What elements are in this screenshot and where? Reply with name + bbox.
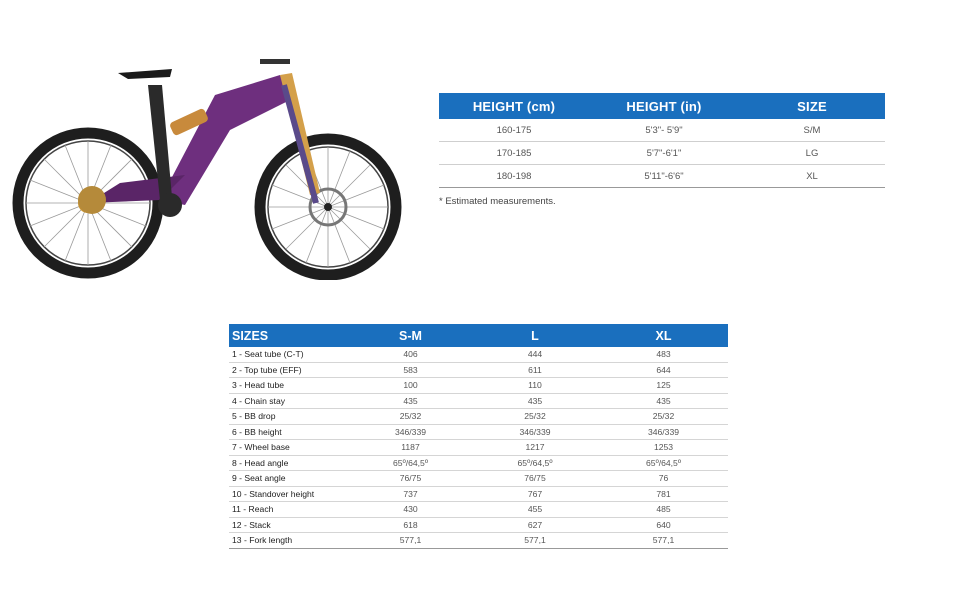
geometry-label-cell: 1 - Seat tube (C-T) [229, 347, 350, 363]
xl-value-cell: 435 [599, 393, 728, 409]
table-row: 160-175 5'3"- 5'9" S/M [439, 119, 885, 142]
chainring [158, 193, 182, 217]
estimated-measurements-note: * Estimated measurements. [439, 196, 556, 207]
geometry-label-cell: 13 - Fork length [229, 532, 350, 549]
geometry-label-cell: 2 - Top tube (EFF) [229, 362, 350, 378]
mountain-bike-illustration [12, 59, 402, 280]
l-value-cell: 76/75 [471, 470, 599, 487]
header-sizes: SIZES [229, 324, 350, 347]
size-cell: XL [739, 164, 885, 188]
s-m-value-cell: 737 [350, 486, 471, 502]
table-row: 2 - Top tube (EFF) 583 611 644 [229, 362, 728, 378]
geometry-label-cell: 10 - Standover height [229, 486, 350, 502]
xl-value-cell: 25/32 [599, 408, 728, 425]
xl-value-cell: 577,1 [599, 532, 728, 549]
xl-value-cell: 644 [599, 362, 728, 378]
s-m-value-cell: 430 [350, 501, 471, 518]
xl-value-cell: 781 [599, 486, 728, 502]
s-m-value-cell: 65º/64,5º [350, 455, 471, 471]
table-row: 12 - Stack 618 627 640 [229, 517, 728, 533]
l-value-cell: 455 [471, 501, 599, 518]
geometry-label-cell: 6 - BB height [229, 424, 350, 440]
table-row: 3 - Head tube 100 110 125 [229, 377, 728, 394]
table-row: 7 - Wheel base 1187 1217 1253 [229, 439, 728, 456]
saddle [118, 69, 172, 79]
s-m-value-cell: 583 [350, 362, 471, 378]
xl-value-cell: 346/339 [599, 424, 728, 440]
s-m-value-cell: 618 [350, 517, 471, 533]
table-row: 6 - BB height 346/339 346/339 346/339 [229, 424, 728, 440]
s-m-value-cell: 1187 [350, 439, 471, 456]
l-value-cell: 25/32 [471, 408, 599, 425]
s-m-value-cell: 25/32 [350, 408, 471, 425]
xl-value-cell: 640 [599, 517, 728, 533]
height-in-cell: 5'7"-6'1" [589, 141, 739, 165]
height-in-cell: 5'3"- 5'9" [589, 119, 739, 142]
l-value-cell: 110 [471, 377, 599, 394]
s-m-value-cell: 406 [350, 347, 471, 363]
height-in-cell: 5'11"-6'6" [589, 164, 739, 188]
l-value-cell: 346/339 [471, 424, 599, 440]
header-xl: XL [599, 324, 728, 347]
xl-value-cell: 65º/64,5º [599, 455, 728, 471]
height-cm-cell: 180-198 [439, 164, 589, 188]
l-value-cell: 65º/64,5º [471, 455, 599, 471]
xl-value-cell: 76 [599, 470, 728, 487]
height-cm-cell: 160-175 [439, 119, 589, 142]
xl-value-cell: 483 [599, 347, 728, 363]
table-row: 170-185 5'7"-6'1" LG [439, 141, 885, 165]
height-cm-cell: 170-185 [439, 141, 589, 165]
xl-value-cell: 1253 [599, 439, 728, 456]
size-cell: LG [739, 141, 885, 165]
l-value-cell: 577,1 [471, 532, 599, 549]
xl-value-cell: 485 [599, 501, 728, 518]
rider-size-guide-table: HEIGHT (cm) HEIGHT (in) SIZE 160-175 5'3… [439, 93, 885, 188]
geometry-table: SIZES S-M L XL 1 - Seat tube (C-T) 406 444… [229, 324, 728, 549]
s-m-value-cell: 76/75 [350, 470, 471, 487]
front-wheel [254, 133, 402, 280]
l-value-cell: 1217 [471, 439, 599, 456]
s-m-value-cell: 346/339 [350, 424, 471, 440]
s-m-value-cell: 577,1 [350, 532, 471, 549]
l-value-cell: 767 [471, 486, 599, 502]
cassette [78, 186, 106, 214]
l-value-cell: 611 [471, 362, 599, 378]
table-row: 8 - Head angle 65º/64,5º 65º/64,5º 65º/64,5… [229, 455, 728, 471]
geometry-label-cell: 11 - Reach [229, 501, 350, 518]
geometry-label-cell: 3 - Head tube [229, 377, 350, 394]
table-row: 5 - BB drop 25/32 25/32 25/32 [229, 408, 728, 425]
table-row: 4 - Chain stay 435 435 435 [229, 393, 728, 409]
geometry-label-cell: 9 - Seat angle [229, 470, 350, 487]
geometry-label-cell: 7 - Wheel base [229, 439, 350, 456]
geometry-label-cell: 4 - Chain stay [229, 393, 350, 409]
table-row: 180-198 5'11"-6'6" XL [439, 164, 885, 188]
geometry-label-cell: 12 - Stack [229, 517, 350, 533]
header-s-m: S-M [350, 324, 471, 347]
bike-frame [88, 59, 320, 205]
size-cell: S/M [739, 119, 885, 142]
l-value-cell: 627 [471, 517, 599, 533]
table-row: 9 - Seat angle 76/75 76/75 76 [229, 470, 728, 487]
table-row: 13 - Fork length 577,1 577,1 577,1 [229, 532, 728, 549]
header-height-in: HEIGHT (in) [589, 93, 739, 119]
l-value-cell: 444 [471, 347, 599, 363]
table-row: 1 - Seat tube (C-T) 406 444 483 [229, 347, 728, 363]
table-row: 11 - Reach 430 455 485 [229, 501, 728, 518]
geometry-label-cell: 8 - Head angle [229, 455, 350, 471]
s-m-value-cell: 435 [350, 393, 471, 409]
size-guide-header-row: HEIGHT (cm) HEIGHT (in) SIZE [439, 93, 885, 119]
s-m-value-cell: 100 [350, 377, 471, 394]
header-height-cm: HEIGHT (cm) [439, 93, 589, 119]
header-l: L [471, 324, 599, 347]
geometry-label-cell: 5 - BB drop [229, 408, 350, 425]
table-row: 10 - Standover height 737 767 781 [229, 486, 728, 502]
header-size: SIZE [739, 93, 885, 119]
xl-value-cell: 125 [599, 377, 728, 394]
geometry-header-row: SIZES S-M L XL [229, 324, 728, 347]
l-value-cell: 435 [471, 393, 599, 409]
